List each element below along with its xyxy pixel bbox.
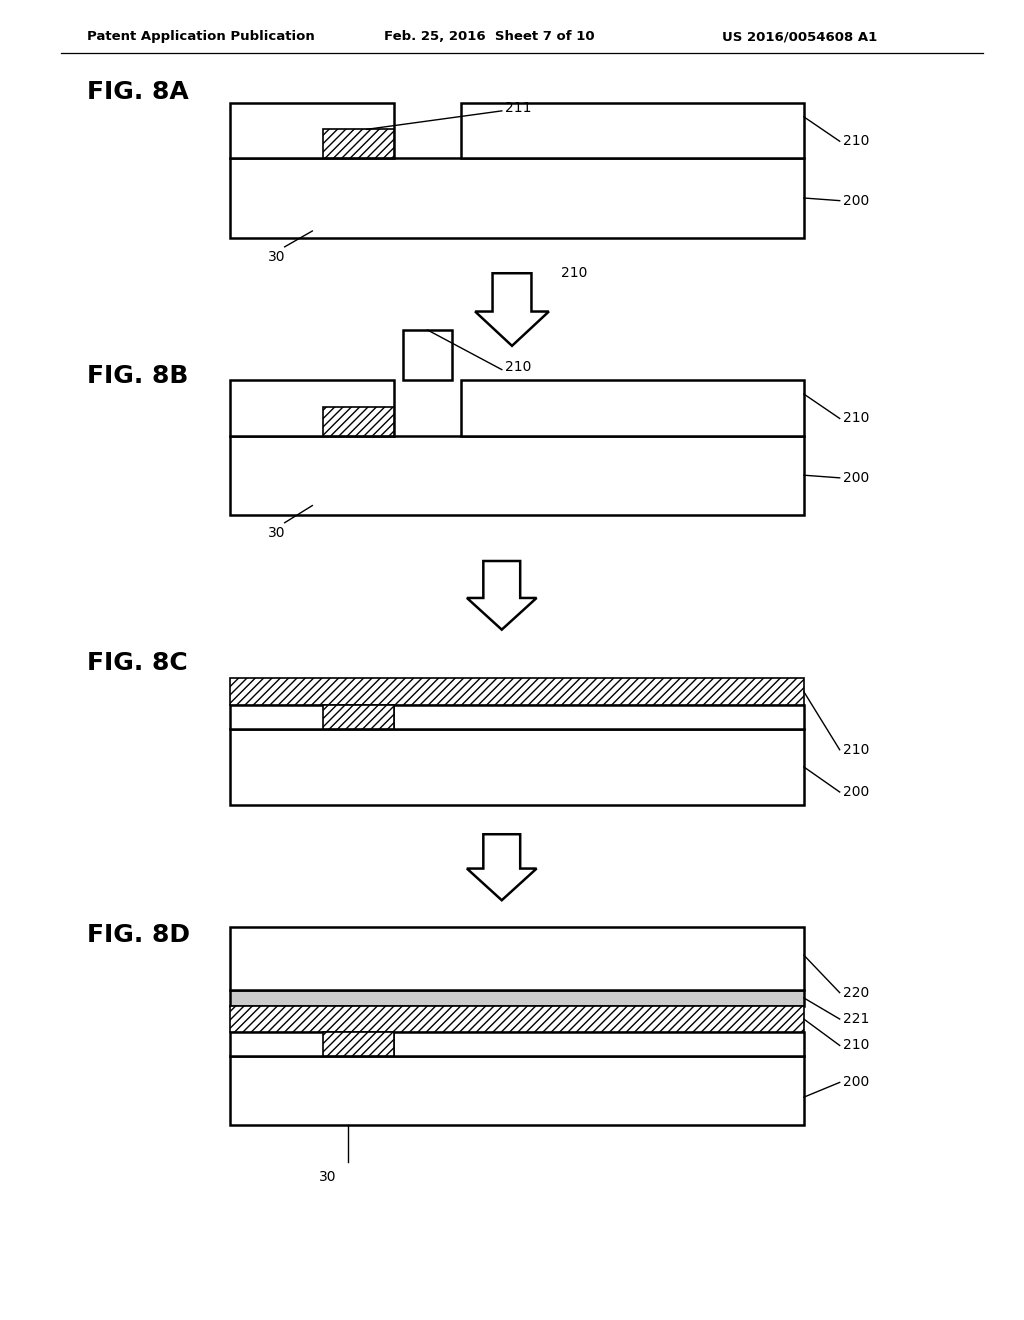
- Text: FIG. 8B: FIG. 8B: [87, 364, 188, 388]
- Bar: [230, 927, 804, 990]
- Text: FIG. 8A: FIG. 8A: [87, 81, 188, 104]
- Bar: [230, 1032, 804, 1056]
- Text: 211: 211: [505, 102, 531, 115]
- Bar: [402, 330, 452, 380]
- Bar: [230, 729, 804, 805]
- Text: 30: 30: [318, 1171, 337, 1184]
- Text: 210: 210: [561, 267, 588, 280]
- Text: 200: 200: [843, 1076, 869, 1089]
- Bar: [461, 380, 804, 436]
- Text: 30: 30: [268, 527, 286, 540]
- Bar: [230, 678, 804, 705]
- Text: 221: 221: [843, 1012, 869, 1026]
- Text: FIG. 8C: FIG. 8C: [87, 651, 187, 675]
- Text: Feb. 25, 2016  Sheet 7 of 10: Feb. 25, 2016 Sheet 7 of 10: [384, 30, 595, 44]
- Text: 210: 210: [843, 412, 869, 425]
- Text: 210: 210: [505, 360, 531, 374]
- Text: 30: 30: [268, 251, 286, 264]
- Bar: [323, 705, 394, 729]
- Bar: [461, 103, 804, 158]
- Text: 210: 210: [843, 743, 869, 756]
- Text: 200: 200: [843, 785, 869, 799]
- Bar: [230, 380, 394, 436]
- Text: US 2016/0054608 A1: US 2016/0054608 A1: [722, 30, 878, 44]
- Bar: [230, 1006, 804, 1032]
- Text: 220: 220: [843, 986, 869, 999]
- Bar: [323, 407, 394, 436]
- Bar: [323, 129, 394, 158]
- Text: 210: 210: [843, 135, 869, 148]
- Bar: [230, 705, 804, 729]
- Bar: [230, 103, 394, 158]
- Polygon shape: [475, 273, 549, 346]
- Bar: [230, 158, 804, 238]
- Bar: [230, 1056, 804, 1125]
- Bar: [230, 990, 804, 1006]
- Text: 200: 200: [843, 194, 869, 207]
- Text: 210: 210: [843, 1039, 869, 1052]
- Text: Patent Application Publication: Patent Application Publication: [87, 30, 314, 44]
- Text: FIG. 8D: FIG. 8D: [87, 923, 190, 946]
- Text: 200: 200: [843, 471, 869, 484]
- Bar: [230, 436, 804, 515]
- Polygon shape: [467, 834, 537, 900]
- Polygon shape: [467, 561, 537, 630]
- Bar: [323, 1032, 394, 1056]
